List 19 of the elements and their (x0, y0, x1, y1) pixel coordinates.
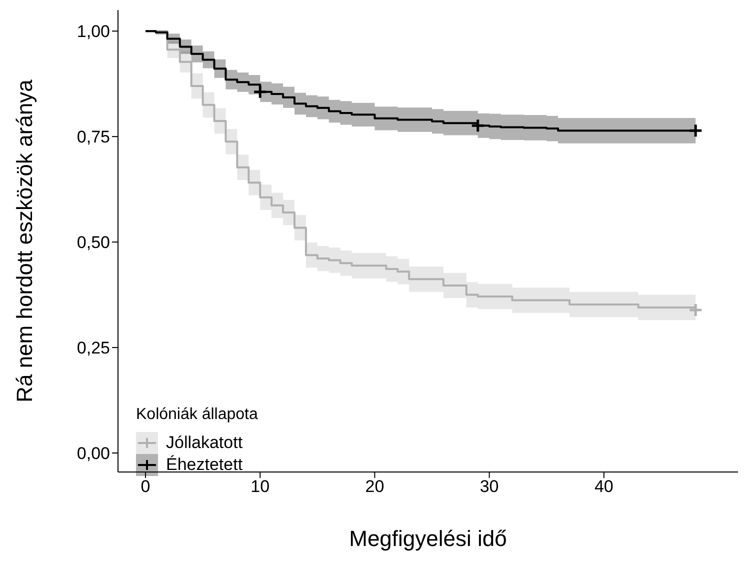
point (688, 123, 703, 138)
y-tick-label: 1,00 (76, 22, 110, 42)
point (688, 302, 703, 318)
legend-title: Kolóniák állapota (136, 406, 258, 424)
legend-label: Éheztetett (166, 455, 243, 475)
x-tick-label: 40 (594, 477, 614, 496)
y-axis-title: Rá nem hordott eszközök aránya (12, 78, 37, 402)
x-tick-label: 0 (140, 477, 150, 496)
y-tick-label: 0,50 (76, 233, 110, 252)
x-tick-label: 20 (365, 477, 384, 496)
y-tick-label: 0,25 (76, 338, 110, 358)
x-tick-label: 10 (250, 477, 270, 496)
y-tick-label: 0,00 (76, 444, 110, 464)
x-tick-label: 30 (480, 477, 499, 496)
point (252, 84, 268, 100)
legend-label: Jóllakatott (166, 433, 243, 453)
y-tick-label: 0,75 (76, 128, 110, 147)
x-axis-title: Megfigyelési idő (349, 526, 507, 551)
point (470, 118, 486, 133)
